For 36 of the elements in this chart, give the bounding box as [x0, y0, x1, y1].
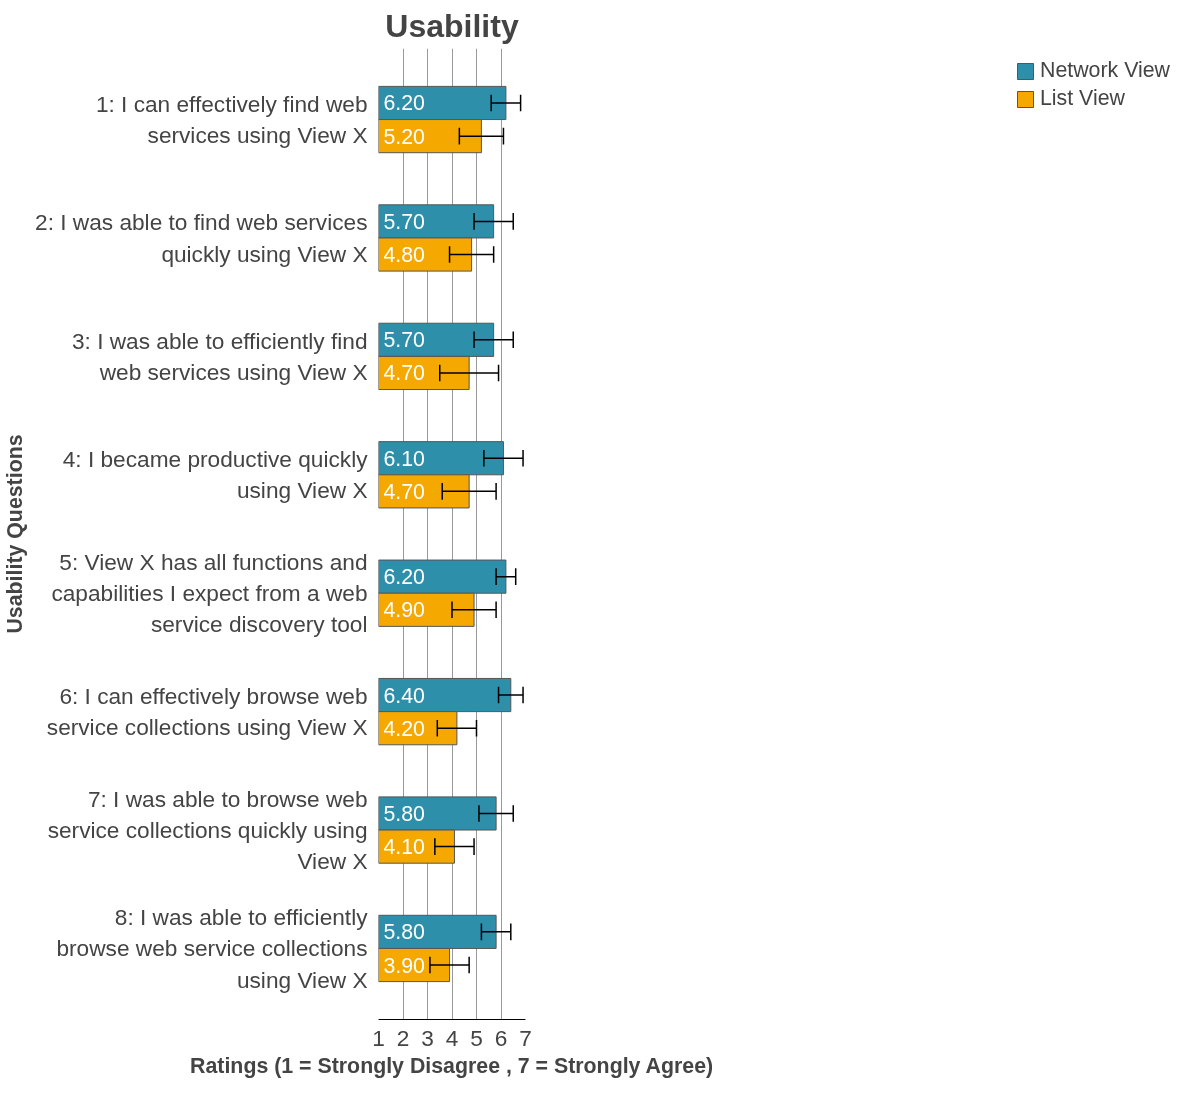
data-label: 4.20 — [383, 716, 426, 741]
data-label: 5.70 — [383, 209, 426, 234]
chart-title: Usability — [385, 7, 519, 44]
data-label: 5.80 — [383, 801, 426, 826]
x-tick-label: 1 — [372, 1024, 385, 1051]
legend-label: Network View — [1040, 58, 1170, 83]
data-label: 5.80 — [383, 920, 426, 945]
data-label: 5.20 — [383, 124, 426, 149]
data-label: 4.70 — [383, 479, 426, 504]
x-tick-label: 3 — [421, 1024, 434, 1051]
x-tick-label: 6 — [494, 1024, 508, 1051]
x-tick-label: 4 — [445, 1024, 459, 1051]
data-label: 6.20 — [383, 91, 426, 116]
y-tick-label: 7: I was able to browse web service collections quickly using View X — [47, 785, 368, 875]
data-label: 4.70 — [383, 361, 426, 386]
x-tick-label: 5 — [470, 1024, 483, 1051]
data-label: 4.10 — [383, 835, 426, 860]
x-tick-label: 7 — [519, 1024, 532, 1051]
x-axis-title: Ratings (1 = Strongly Disagree , 7 = Strongly Agree) — [190, 1053, 714, 1078]
data-label: 6.10 — [383, 446, 426, 471]
data-label: 4.80 — [383, 243, 426, 268]
data-label: 6.40 — [383, 683, 426, 708]
y-tick-label: 8: I was able to efficiently browse web service collections using View X — [56, 904, 369, 993]
y-tick-label: 3: I was able to efficiently find web services using View X — [71, 327, 368, 385]
y-tick-label: 5: View X has all functions and capabilities I expect from a web service discovery tool — [51, 549, 368, 638]
x-tick-label: 2 — [396, 1024, 410, 1051]
data-label: 6.20 — [383, 565, 426, 590]
legend-label: List View — [1040, 86, 1125, 111]
data-label: 5.70 — [383, 328, 426, 353]
data-label: 3.90 — [383, 953, 426, 978]
y-axis-title: Usability Questions — [3, 434, 28, 634]
y-tick-label: 1: I can effectively find web services using View X — [95, 90, 368, 149]
data-label: 4.90 — [383, 598, 426, 623]
y-tick-label: 2: I was able to find web services quickly using View X — [35, 209, 368, 267]
y-tick-label: 6: I can effectively browse web service collections using View X — [46, 683, 368, 741]
y-tick-label: 4: I became productive quickly using View X — [62, 446, 369, 504]
